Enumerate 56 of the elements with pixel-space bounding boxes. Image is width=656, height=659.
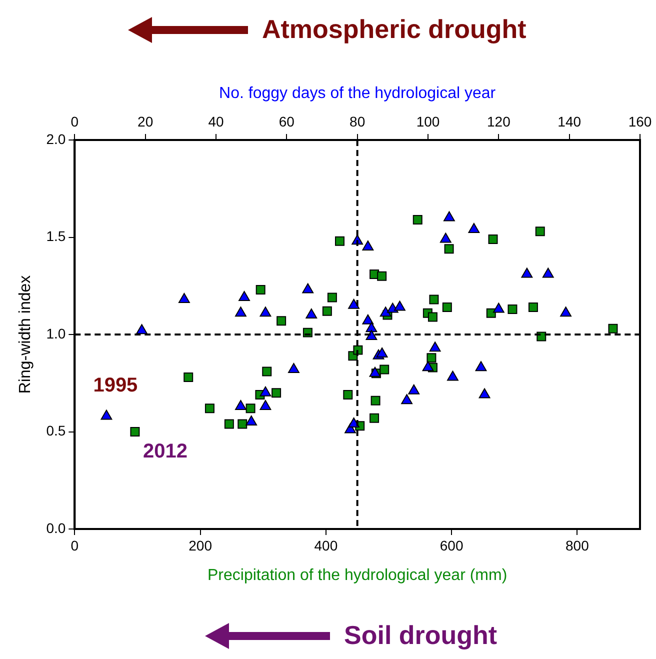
annotation: 1995 bbox=[93, 374, 138, 397]
text: Atmospheric drought bbox=[262, 14, 526, 45]
text: Soil drought bbox=[344, 620, 498, 651]
point bbox=[429, 294, 439, 304]
point bbox=[535, 226, 545, 236]
point bbox=[442, 302, 452, 312]
point bbox=[380, 364, 390, 374]
x-tick-label: 600 bbox=[440, 537, 464, 554]
x2-tick-label: 100 bbox=[416, 113, 440, 130]
annotation: 2012 bbox=[142, 440, 188, 462]
y-tick-label: 1.0 bbox=[46, 325, 66, 342]
point bbox=[426, 353, 436, 363]
point bbox=[428, 312, 438, 322]
point bbox=[608, 324, 618, 334]
point bbox=[238, 419, 248, 429]
point bbox=[276, 316, 286, 326]
point bbox=[256, 285, 266, 295]
x2-tick-label: 120 bbox=[486, 113, 511, 130]
y-tick-label: 0.0 bbox=[46, 520, 66, 536]
point bbox=[204, 404, 214, 414]
point bbox=[184, 372, 194, 382]
point bbox=[508, 304, 518, 314]
point bbox=[343, 390, 353, 400]
y-tick-label: 0.5 bbox=[46, 422, 66, 439]
point bbox=[370, 396, 380, 406]
point bbox=[322, 306, 332, 316]
y-axis-title: Ring-width index bbox=[17, 275, 34, 394]
x-tick-label: 400 bbox=[314, 537, 338, 554]
point bbox=[488, 234, 498, 244]
point bbox=[412, 215, 422, 224]
y-tick-label: 1.5 bbox=[46, 228, 66, 244]
point bbox=[272, 388, 282, 398]
x2-tick-label: 160 bbox=[628, 113, 652, 130]
point bbox=[246, 404, 256, 414]
point bbox=[528, 302, 538, 312]
x2-tick-label: 0 bbox=[70, 113, 79, 130]
x-tick-label: 0 bbox=[70, 537, 79, 554]
x2-tick-label: 40 bbox=[208, 113, 224, 130]
point bbox=[130, 427, 140, 436]
point bbox=[486, 308, 496, 318]
x2-axis-title: No. foggy days of the hydrological year bbox=[219, 85, 496, 102]
x2-tick-label: 80 bbox=[350, 113, 366, 130]
point bbox=[377, 271, 387, 281]
x2-tick-label: 140 bbox=[558, 113, 582, 130]
x2-tick-label: 20 bbox=[138, 113, 154, 130]
x-axis-title: Precipitation of the hydrological year (mm) bbox=[207, 566, 508, 584]
point bbox=[224, 419, 234, 429]
y-tick-label: 2.0 bbox=[46, 130, 66, 147]
point bbox=[327, 292, 337, 302]
x2-tick-label: 60 bbox=[278, 113, 295, 130]
x-tick-label: 200 bbox=[188, 537, 212, 554]
point bbox=[262, 366, 272, 376]
point bbox=[335, 236, 344, 246]
x-tick-label: 800 bbox=[566, 537, 590, 554]
point bbox=[370, 413, 380, 423]
point bbox=[444, 244, 454, 254]
